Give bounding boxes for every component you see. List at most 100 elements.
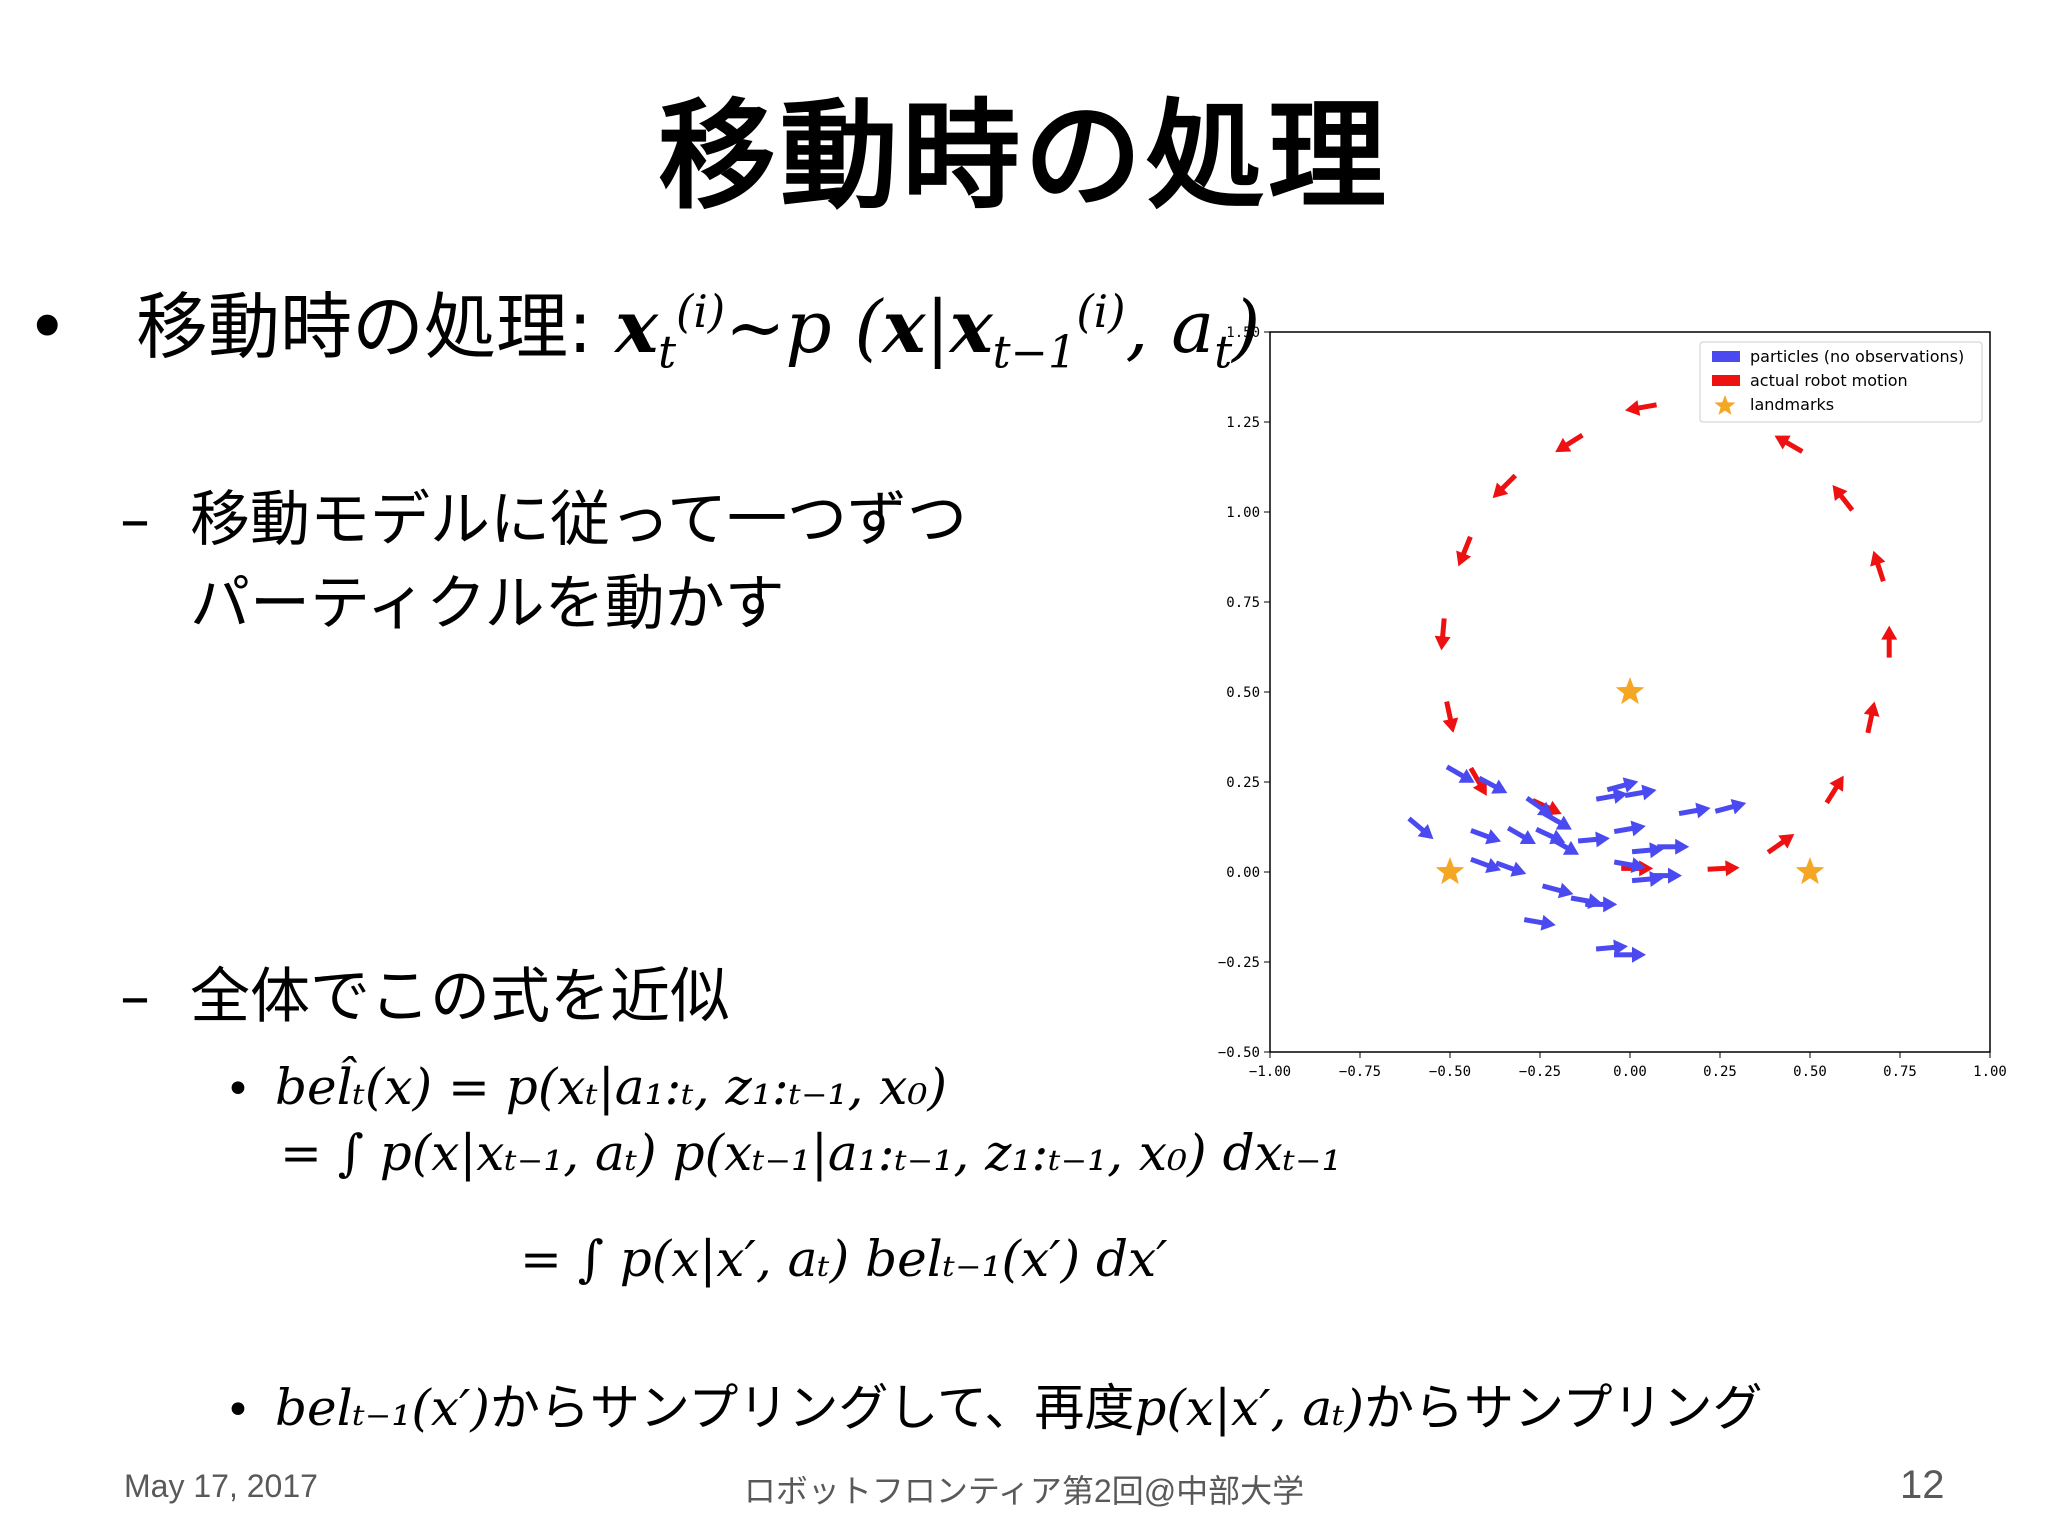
- robot-motion-arrow: [1881, 625, 1898, 658]
- math-belief: belₜ₋₁(x′): [275, 1379, 490, 1437]
- y-tick-label: 1.00: [1226, 505, 1260, 521]
- robot-motion-arrow: [1774, 435, 1804, 454]
- dash-marker: –: [120, 962, 150, 1032]
- particle-arrow: [1577, 831, 1610, 848]
- x-tick-label: 0.25: [1703, 1064, 1737, 1080]
- y-tick-label: 1.50: [1226, 325, 1260, 341]
- x-tick-label: −0.50: [1429, 1064, 1471, 1080]
- particle-arrow: [1506, 825, 1536, 844]
- x-tick-label: −0.25: [1519, 1064, 1561, 1080]
- particle-arrow: [1613, 820, 1646, 837]
- particle-arrow: [1631, 871, 1664, 887]
- robot-motion-arrow: [1766, 834, 1795, 855]
- belief-equation-line2: = ∫ p(x|xₜ₋₁, aₜ) p(xₜ₋₁|a₁:ₜ₋₁, z₁:ₜ₋₁,…: [280, 1124, 1342, 1182]
- legend-label: particles (no observations): [1750, 347, 1964, 366]
- particle-arrow: [1657, 838, 1690, 855]
- belief-equation-line3: = ∫ p(x|x′, aₜ) belₜ₋₁(x′) dx′: [520, 1230, 1168, 1288]
- particle-arrow: [1650, 867, 1682, 884]
- footer-event: ロボットフロンティア第2回@中部大学: [743, 1473, 1305, 1509]
- sub-bullet-approximate: – 全体でこの式を近似: [120, 948, 730, 1035]
- legend-swatch: [1712, 375, 1740, 386]
- robot-motion-arrow: [1621, 860, 1654, 877]
- legend-star-icon: [1714, 395, 1736, 415]
- slide-title: 移動時の処理: [657, 87, 1390, 225]
- x-tick-label: 1.00: [1973, 1064, 2007, 1080]
- particle-arrow: [1470, 828, 1502, 845]
- x-tick-label: −1.00: [1249, 1064, 1291, 1080]
- x-tick-label: 0.50: [1793, 1064, 1827, 1080]
- sub-bullet-line2: パーティクルを動かす: [190, 569, 785, 639]
- math-motion-model: p(x|x′, aₜ): [1134, 1379, 1364, 1437]
- landmark-star: [1795, 857, 1825, 885]
- dash-marker: –: [120, 485, 150, 555]
- particle-motion-chart: −1.00 −0.75 −0.50 −0.25 0.00 0.25 0.50 0.75 1.00…: [1218, 325, 2007, 1080]
- legend-box: [1699, 341, 1983, 423]
- sampling-note: • belₜ₋₁(x′)からサンプリングして、再度p(x|x′, aₜ)からサンプ…: [225, 1368, 1762, 1440]
- note-text-1: からサンプリングして、再度: [489, 1379, 1135, 1437]
- sub-bullet-move-particles: – 移動モデルに従って一つずつ パーティクルを動かす: [120, 478, 967, 646]
- particle-arrow: [1606, 777, 1639, 793]
- equation-text: bel̂ₜ(x) = p(xₜ|a₁:ₜ, z₁:ₜ₋₁, x₀): [275, 1058, 948, 1116]
- particle-arrow: [1407, 816, 1434, 840]
- chart-legend: particles (no observations) actual robot …: [1699, 341, 1983, 423]
- robot-motion-arrow: [1456, 535, 1473, 567]
- page-number: 12: [1900, 1463, 1945, 1507]
- y-tick-label: 0.75: [1226, 595, 1260, 611]
- x-tick-label: −0.75: [1339, 1064, 1381, 1080]
- note-text-2: からサンプリング: [1363, 1379, 1763, 1437]
- robot-motion-arrow: [1824, 775, 1844, 805]
- y-tick-label: 0.25: [1226, 775, 1260, 791]
- bullet-motion-processing: • 移動時の処理: xt(i)~p (x|xt−1(i), at): [26, 268, 1260, 378]
- y-tick-label: 1.25: [1226, 415, 1260, 431]
- sub-bullet-line1: 移動モデルに従って一つずつ: [190, 485, 967, 555]
- particle-arrow: [1525, 795, 1554, 817]
- particle-arrow: [1541, 882, 1574, 899]
- particle-arrow: [1613, 857, 1646, 874]
- particle-arrow: [1550, 836, 1580, 855]
- bullet-marker: •: [225, 1064, 251, 1115]
- particle-arrow: [1624, 784, 1657, 801]
- y-tick-label: 0.50: [1226, 685, 1260, 701]
- legend-swatch: [1712, 351, 1740, 362]
- particle-arrow: [1495, 860, 1527, 877]
- bullet-marker: •: [26, 285, 69, 369]
- y-tick-label: 0.00: [1226, 865, 1260, 881]
- particle-arrow: [1614, 946, 1646, 963]
- robot-motion-arrow: [1442, 701, 1459, 733]
- robot-motion-arrow: [1863, 701, 1880, 734]
- particle-arrow: [1585, 896, 1618, 913]
- bullet-label: 移動時の処理:: [136, 285, 616, 369]
- landmark-star: [1615, 677, 1645, 705]
- landmark-star: [1435, 857, 1465, 885]
- belief-equation-line1: • bel̂ₜ(x) = p(xₜ|a₁:ₜ, z₁:ₜ₋₁, x₀): [225, 1058, 947, 1116]
- legend-label: landmarks: [1750, 395, 1834, 414]
- robot-motion-arrow: [1555, 433, 1584, 453]
- particle-arrow: [1523, 914, 1556, 931]
- robot-motion-arrow: [1468, 766, 1487, 796]
- robot-motion-arrow: [1707, 860, 1740, 877]
- particle-arrow: [1470, 856, 1502, 874]
- particle-arrow: [1714, 798, 1747, 815]
- particle-arrow: [1631, 842, 1664, 859]
- sampling-formula: xt(i)~p (x|xt−1(i), at): [615, 284, 1261, 379]
- particle-arrow: [1570, 893, 1603, 910]
- particle-arrow: [1445, 764, 1475, 783]
- particle-arrow: [1595, 939, 1628, 956]
- robot-motion-arrow: [1870, 550, 1886, 582]
- robot-motion-arrow: [1625, 400, 1657, 416]
- sub-bullet-text: 全体でこの式を近似: [190, 962, 730, 1032]
- y-tick-label: −0.25: [1218, 955, 1260, 971]
- robot-motion-arrow: [1832, 484, 1855, 512]
- footer-date: May 17, 2017: [124, 1468, 318, 1504]
- x-tick-label: 0.75: [1883, 1064, 1917, 1080]
- particle-arrow: [1678, 802, 1711, 819]
- x-tick-label: 0.00: [1613, 1064, 1647, 1080]
- robot-motion-arrow: [1434, 618, 1451, 651]
- robot-motion-arrow: [1492, 473, 1518, 499]
- y-tick-label: −0.50: [1218, 1045, 1260, 1061]
- plot-frame: [1269, 331, 1991, 1053]
- particle-arrow: [1595, 788, 1628, 804]
- bullet-marker: •: [225, 1385, 251, 1436]
- legend-label: actual robot motion: [1750, 371, 1908, 390]
- particle-arrow: [1477, 775, 1508, 794]
